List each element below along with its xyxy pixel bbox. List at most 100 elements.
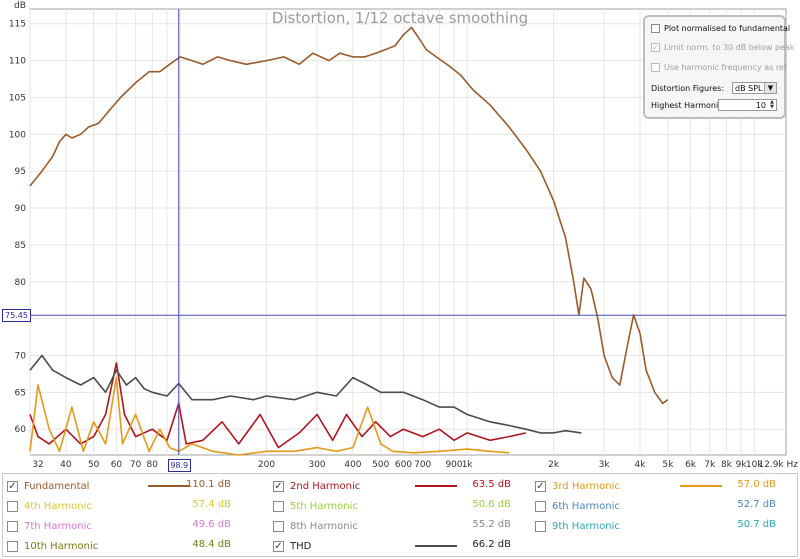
x-tick-label: 70 xyxy=(130,460,142,470)
legend-value: 57.0 dB xyxy=(737,479,776,490)
legend-checkbox-thd[interactable]: ✓ xyxy=(273,540,284,552)
distortion-figures-label: Distortion Figures: xyxy=(651,84,725,93)
y-tick-label: 105 xyxy=(9,93,26,103)
legend-value: 49.6 dB xyxy=(192,519,231,530)
legend-value: 66.2 dB xyxy=(472,539,511,550)
cursor-layer xyxy=(30,9,786,455)
spinner-arrows-icon[interactable]: ▲ ▼ xyxy=(770,99,774,110)
legend-line-swatch xyxy=(415,485,457,487)
chart-title: Distortion, 1/12 octave smoothing xyxy=(272,9,528,27)
legend-value: 57.4 dB xyxy=(192,499,231,510)
legend-item-5th-harmonic[interactable]: 5th Harmonic xyxy=(273,496,400,516)
series-line-2nd-harmonic xyxy=(29,362,526,449)
highest-harmonic-label: Highest Harmonic: xyxy=(651,101,726,110)
use-harmonic-frequency-label: Use harmonic frequency as ref xyxy=(664,63,787,72)
legend-checkbox-8th-harmonic[interactable] xyxy=(273,520,284,532)
x-tick-label: 300 xyxy=(308,460,325,470)
series-line-3rd-harmonic xyxy=(29,376,510,456)
y-axis-unit-label: dB xyxy=(14,1,26,11)
legend-item-thd[interactable]: ✓ THD xyxy=(273,536,400,556)
legend-value: 50.6 dB xyxy=(472,499,511,510)
cursor-level-readout[interactable]: 75.45 xyxy=(2,309,31,323)
x-tick-label: 700 xyxy=(414,460,431,470)
legend-item-10th-harmonic[interactable]: 10th Harmonic xyxy=(7,536,134,556)
legend-value: 48.4 dB xyxy=(192,539,231,550)
highest-harmonic-value: 10 xyxy=(755,101,766,110)
legend-item-8th-harmonic[interactable]: 8th Harmonic xyxy=(273,516,400,536)
legend-checkbox-fundamental[interactable]: ✓ xyxy=(7,480,18,492)
legend-item-fundamental[interactable]: ✓ Fundamental xyxy=(7,476,134,496)
y-tick-label: 90 xyxy=(15,204,27,214)
legend-checkbox-3rd-harmonic[interactable]: ✓ xyxy=(535,480,546,492)
legend-checkbox-2nd-harmonic[interactable]: ✓ xyxy=(273,480,284,492)
x-tick-label: 7k xyxy=(704,460,716,470)
legend-label: 10th Harmonic xyxy=(24,540,99,552)
legend-label: 6th Harmonic xyxy=(552,500,620,512)
legend-item-6th-harmonic[interactable]: 6th Harmonic xyxy=(535,496,662,516)
series-layer xyxy=(29,26,669,456)
y-tick-label: 115 xyxy=(9,20,26,30)
x-tick-label: 60 xyxy=(111,460,123,470)
legend-line-swatch xyxy=(415,545,457,547)
x-tick-label: 80 xyxy=(147,460,159,470)
x-tick-label: 900 xyxy=(445,460,462,470)
plot-normalised-label: Plot normalised to fundamental xyxy=(664,24,791,33)
legend-checkbox-9th-harmonic[interactable] xyxy=(535,520,546,532)
plot-normalised-option[interactable]: Plot normalised to fundamental xyxy=(651,24,790,33)
legend-label: 4th Harmonic xyxy=(24,500,92,512)
legend-checkbox-7th-harmonic[interactable] xyxy=(7,520,18,532)
distortion-options-panel: Plot normalised to fundamental ✓ Limit n… xyxy=(643,15,795,119)
limit-norm-option[interactable]: ✓ Limit norm. to 30 dB below peak xyxy=(651,43,795,52)
legend-checkbox-5th-harmonic[interactable] xyxy=(273,500,284,512)
legend-checkbox-6th-harmonic[interactable] xyxy=(535,500,546,512)
x-tick-label: 600 xyxy=(395,460,412,470)
legend-label: 9th Harmonic xyxy=(552,520,620,532)
legend-panel: ✓ Fundamental 110.1 dB ✓ 2nd Harmonic 63.5 dB… xyxy=(2,473,798,557)
legend-label: Fundamental xyxy=(24,480,90,492)
legend-line-swatch xyxy=(680,485,722,487)
x-tick-label: 200 xyxy=(258,460,275,470)
plot-normalised-checkbox[interactable] xyxy=(651,24,660,33)
distortion-figures-select[interactable]: dB SPL ▼ xyxy=(732,82,777,94)
legend-value: 52.7 dB xyxy=(737,499,776,510)
cursor-frequency-readout[interactable]: 98.9 xyxy=(167,459,191,472)
distortion-figures-value: dB SPL xyxy=(735,84,763,93)
x-tick-label: 32 xyxy=(32,460,43,470)
legend-label: 2nd Harmonic xyxy=(290,480,361,492)
use-harmonic-frequency-option[interactable]: Use harmonic frequency as ref xyxy=(651,63,787,72)
legend-label: 7th Harmonic xyxy=(24,520,92,532)
x-tick-label: 2k xyxy=(548,460,560,470)
x-tick-label: 8k xyxy=(721,460,733,470)
legend-value: 50.7 dB xyxy=(737,519,776,530)
series-line-thd xyxy=(29,354,582,434)
distortion-plot[interactable]: 6065707580859095100105110115324050607080… xyxy=(0,0,800,474)
legend-value: 55.2 dB xyxy=(472,519,511,530)
legend-item-3rd-harmonic[interactable]: ✓ 3rd Harmonic xyxy=(535,476,662,496)
highest-harmonic-spinner[interactable]: 10 ▲ ▼ xyxy=(718,99,777,111)
legend-label: 3rd Harmonic xyxy=(552,480,620,492)
legend-value: 110.1 dB xyxy=(185,479,231,490)
x-tick-label: 9k xyxy=(736,460,748,470)
chevron-down-icon[interactable]: ▼ xyxy=(764,83,776,93)
y-tick-label: 80 xyxy=(15,278,27,288)
use-harmonic-frequency-checkbox[interactable] xyxy=(651,63,660,72)
limit-norm-checkbox[interactable]: ✓ xyxy=(651,43,660,52)
y-tick-label: 60 xyxy=(15,425,27,435)
legend-checkbox-10th-harmonic[interactable] xyxy=(7,540,18,552)
x-tick-label: 10k xyxy=(746,460,763,470)
legend-item-2nd-harmonic[interactable]: ✓ 2nd Harmonic xyxy=(273,476,400,496)
x-tick-label: 6k xyxy=(685,460,697,470)
legend-checkbox-4th-harmonic[interactable] xyxy=(7,500,18,512)
x-tick-label: 50 xyxy=(88,460,100,470)
legend-item-4th-harmonic[interactable]: 4th Harmonic xyxy=(7,496,134,516)
x-tick-label: 3k xyxy=(599,460,611,470)
legend-item-7th-harmonic[interactable]: 7th Harmonic xyxy=(7,516,134,536)
y-tick-label: 95 xyxy=(15,167,26,177)
legend-item-9th-harmonic[interactable]: 9th Harmonic xyxy=(535,516,662,536)
x-tick-label: 12.9k Hz xyxy=(758,460,798,470)
x-tick-label: 1k xyxy=(462,460,474,470)
x-tick-label: 400 xyxy=(344,460,361,470)
y-tick-label: 70 xyxy=(15,351,27,361)
legend-value: 63.5 dB xyxy=(472,479,511,490)
legend-label: 8th Harmonic xyxy=(290,520,358,532)
